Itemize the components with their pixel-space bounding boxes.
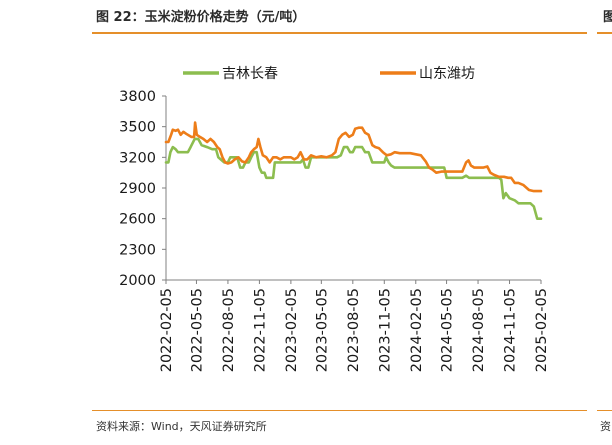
x-tick-label: 2022-08-05 xyxy=(221,288,237,372)
x-tick-label: 2024-02-05 xyxy=(409,288,425,372)
x-tick-label: 2024-05-05 xyxy=(440,288,456,372)
y-tick-label: 2900 xyxy=(119,181,156,197)
x-tick-label: 2022-11-05 xyxy=(252,288,268,372)
series-line-2 xyxy=(164,121,543,193)
series-line-1 xyxy=(164,137,543,220)
neighbor-title-rule xyxy=(597,32,612,34)
title-rule xyxy=(92,32,587,34)
neighbor-figure-title-fragment: 图 xyxy=(603,10,612,25)
y-axis: 2000 2300 2600 2900 3200 3500 3800 xyxy=(119,89,167,289)
x-tick-label: 2022-05-05 xyxy=(189,288,205,372)
y-tick-label: 2600 xyxy=(119,212,156,228)
y-tick-label: 3500 xyxy=(119,120,156,136)
figure-title: 图 22：玉米淀粉价格走势（元/吨） xyxy=(96,10,306,25)
y-tick-label: 2000 xyxy=(119,273,156,289)
y-tick-label: 3200 xyxy=(119,150,156,166)
source-rule xyxy=(92,410,587,411)
y-tick-label: 3800 xyxy=(119,89,156,105)
neighbor-source-rule xyxy=(597,410,612,411)
source-note: 资料来源：Wind，天风证券研究所 xyxy=(96,420,267,433)
neighbor-source-fragment: 资 xyxy=(600,420,611,433)
x-tick-label: 2023-02-05 xyxy=(284,288,300,372)
x-tick-label: 2024-11-05 xyxy=(503,288,519,372)
series-layer xyxy=(164,121,543,220)
x-tick-label: 2025-02-05 xyxy=(534,288,550,372)
chart-legend: 吉林长春 山东潍坊 xyxy=(183,66,475,82)
x-tick-label: 2022-02-05 xyxy=(159,288,175,372)
x-tick-label: 2023-11-05 xyxy=(377,288,393,372)
x-tick-label: 2023-05-05 xyxy=(314,288,330,372)
y-tick-label: 2300 xyxy=(119,242,156,258)
x-axis: 2022-02-05 2022-05-05 2022-08-05 2022-11-05… xyxy=(159,279,550,372)
legend-label-2: 山东潍坊 xyxy=(419,66,475,82)
legend-label-1: 吉林长春 xyxy=(222,66,278,82)
x-tick-label: 2024-08-05 xyxy=(471,288,487,372)
x-tick-label: 2023-08-05 xyxy=(346,288,362,372)
